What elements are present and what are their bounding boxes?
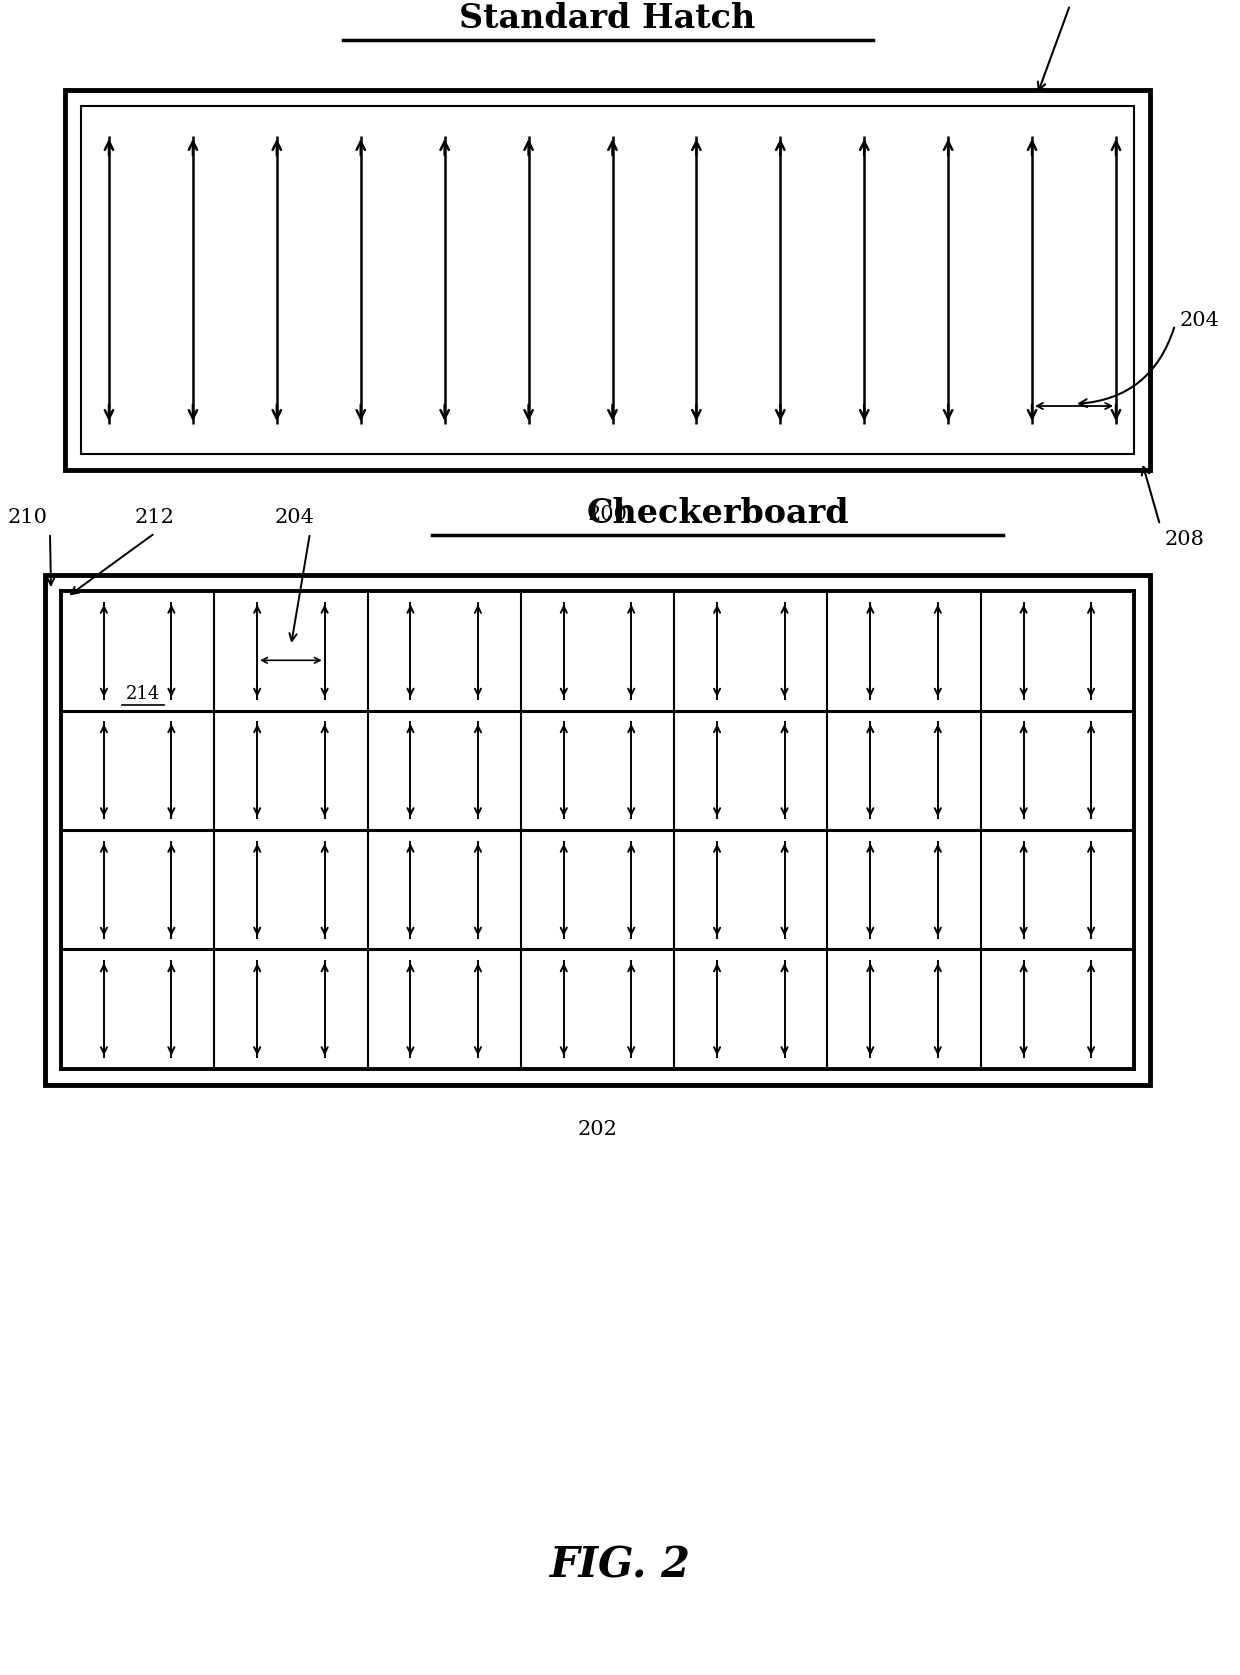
Text: Checkerboard: Checkerboard	[587, 497, 849, 529]
Text: 214: 214	[125, 685, 160, 704]
Text: 202: 202	[578, 1121, 618, 1139]
Bar	[61, 591, 1135, 1069]
Text: FIG. 2: FIG. 2	[549, 1544, 691, 1586]
Text: 204: 204	[275, 508, 315, 528]
Text: 200: 200	[588, 504, 627, 524]
Text: 204: 204	[1180, 310, 1220, 330]
Text: 210: 210	[7, 508, 48, 528]
Text: 208: 208	[1166, 529, 1205, 549]
Text: 212: 212	[135, 508, 175, 528]
Text: Standard Hatch: Standard Hatch	[459, 2, 755, 35]
Bar	[81, 106, 1135, 454]
Bar	[45, 575, 1149, 1085]
Bar	[64, 90, 1149, 471]
